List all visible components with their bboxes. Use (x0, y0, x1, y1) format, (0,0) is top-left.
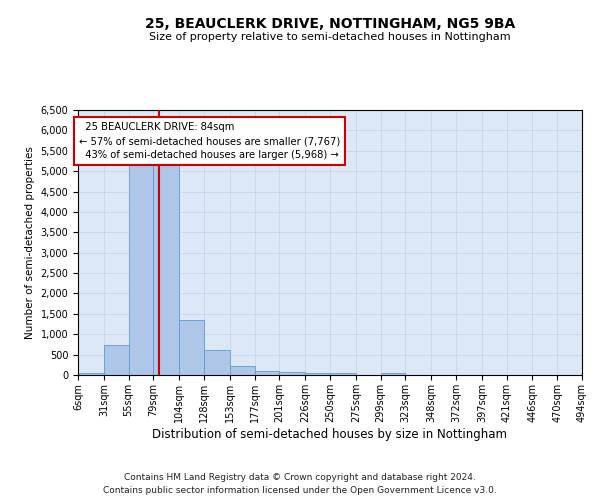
Text: 25, BEAUCLERK DRIVE, NOTTINGHAM, NG5 9BA: 25, BEAUCLERK DRIVE, NOTTINGHAM, NG5 9BA (145, 18, 515, 32)
Text: Contains HM Land Registry data © Crown copyright and database right 2024.: Contains HM Land Registry data © Crown c… (124, 474, 476, 482)
Y-axis label: Number of semi-detached properties: Number of semi-detached properties (25, 146, 35, 339)
Bar (154, 161, 179, 375)
Bar (104, 345, 128, 375)
Bar (305, 373, 330, 375)
Bar (179, 320, 204, 375)
Bar (380, 373, 406, 375)
Bar (204, 350, 230, 375)
Text: Size of property relative to semi-detached houses in Nottingham: Size of property relative to semi-detach… (149, 32, 511, 42)
Text: Contains public sector information licensed under the Open Government Licence v3: Contains public sector information licen… (103, 486, 497, 495)
Bar (128, 159, 154, 375)
Bar (280, 372, 305, 375)
Text: 25 BEAUCLERK DRIVE: 84sqm
← 57% of semi-detached houses are smaller (7,767)
  43: 25 BEAUCLERK DRIVE: 84sqm ← 57% of semi-… (79, 122, 340, 160)
Bar (230, 366, 254, 375)
Bar (78, 373, 104, 375)
X-axis label: Distribution of semi-detached houses by size in Nottingham: Distribution of semi-detached houses by … (152, 428, 508, 440)
Bar (254, 370, 280, 375)
Bar (330, 373, 356, 375)
